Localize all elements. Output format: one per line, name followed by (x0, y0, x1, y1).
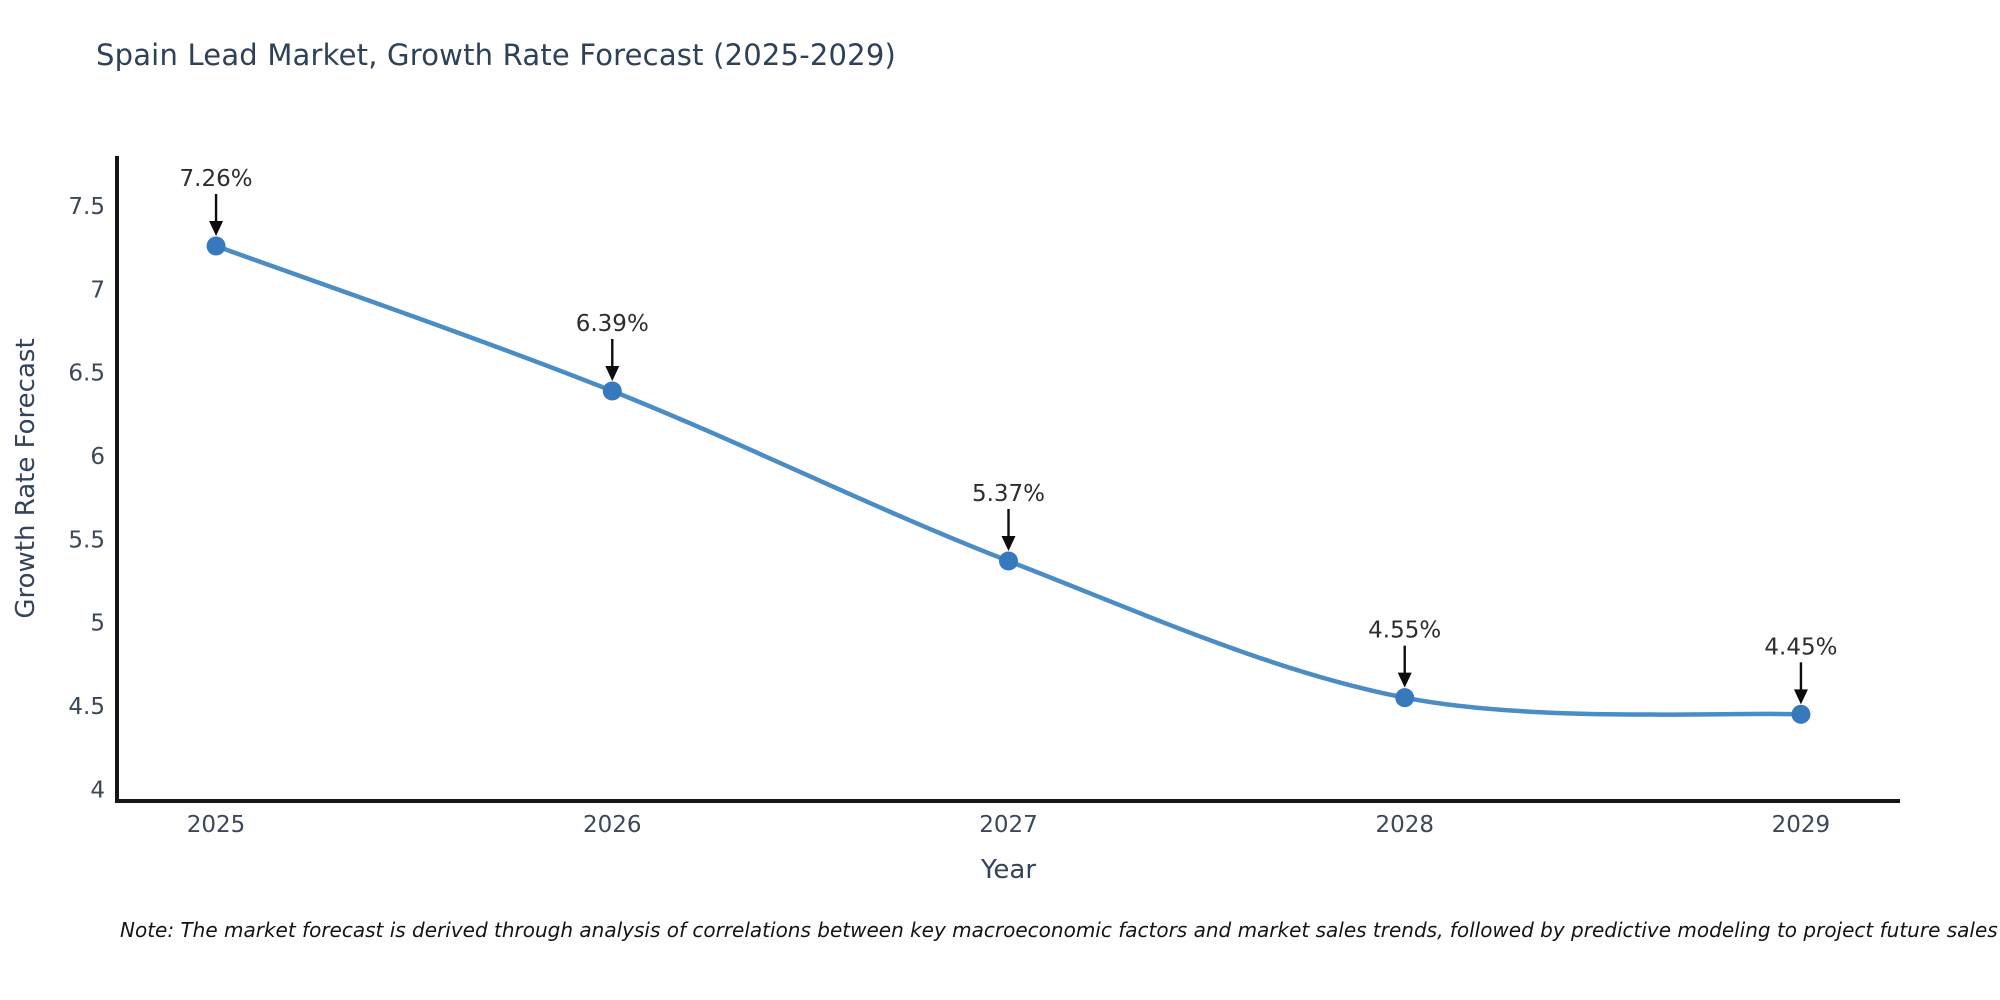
x-tick-label: 2028 (1375, 812, 1434, 838)
data-point (1791, 704, 1811, 724)
annotation-arrow-head-icon (1397, 672, 1412, 688)
y-tick-label: 6.5 (68, 361, 105, 387)
point-value-label: 7.26% (180, 166, 253, 192)
point-value-label: 4.55% (1368, 618, 1441, 644)
y-tick-label: 6 (90, 444, 105, 470)
y-tick-label: 5.5 (68, 527, 105, 553)
y-tick-label: 7 (90, 277, 105, 303)
y-tick-label: 5 (90, 611, 105, 637)
chart-title: Spain Lead Market, Growth Rate Forecast … (96, 38, 896, 72)
y-tick-label: 7.5 (68, 194, 105, 220)
x-tick-label: 2029 (1772, 812, 1831, 838)
footnote-text: Note: The market forecast is derived thr… (120, 918, 1998, 942)
data-point (1395, 688, 1415, 708)
y-axis-title: Growth Rate Forecast (11, 338, 41, 618)
annotation-arrow-head-icon (1001, 536, 1016, 551)
x-tick-label: 2027 (979, 812, 1038, 838)
y-tick-label: 4.5 (68, 694, 105, 720)
x-tick-label: 2026 (583, 812, 642, 838)
annotation-arrow-head-icon (605, 366, 620, 381)
annotation-arrow-head-icon (209, 221, 224, 236)
point-value-label: 6.39% (576, 311, 649, 337)
x-axis-title: Year (980, 855, 1036, 885)
data-point (999, 551, 1018, 571)
data-point (206, 236, 226, 256)
line-chart: 4 4.5 5 5.5 6 6.5 7 7.5 2025 2026 2027 2028 2029 Year… (11, 156, 1900, 885)
data-point (602, 381, 622, 401)
y-tick-label: 4 (90, 777, 105, 803)
point-value-label: 4.45% (1764, 634, 1837, 660)
annotation-arrow-head-icon (1793, 689, 1808, 705)
x-tick-label: 2025 (187, 812, 246, 838)
point-value-label: 5.37% (972, 481, 1045, 507)
